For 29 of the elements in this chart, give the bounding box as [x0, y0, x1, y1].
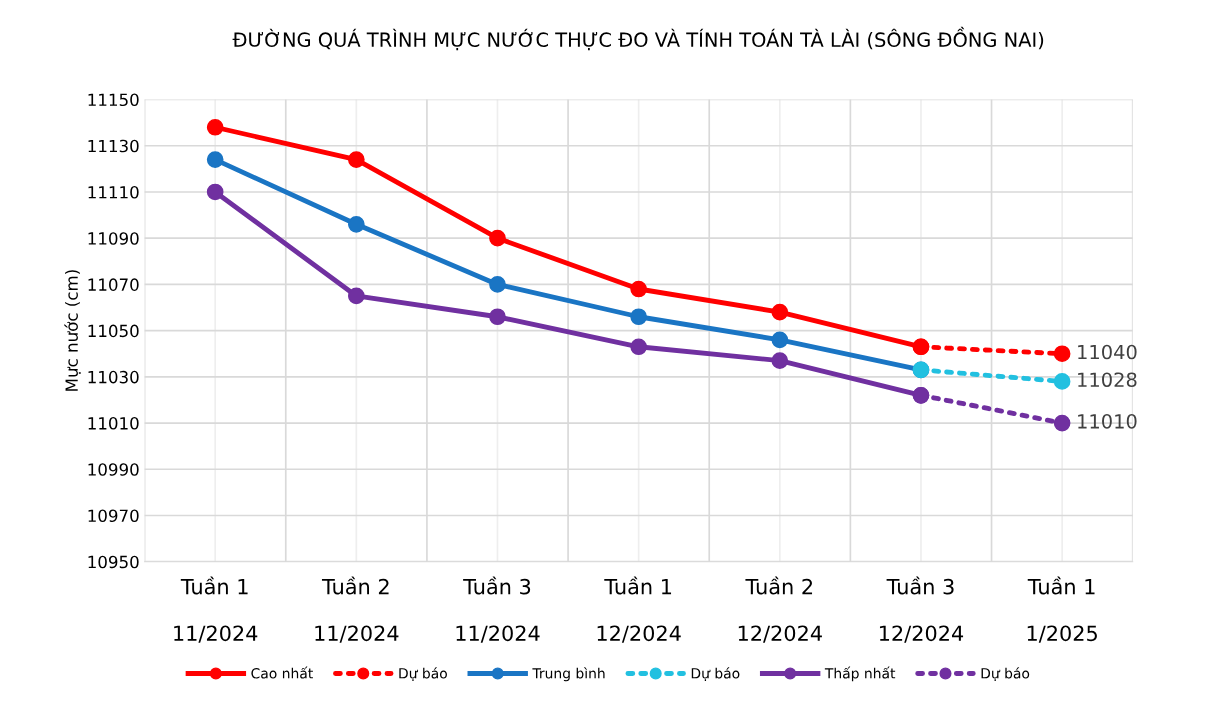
y-tick-label: 11050: [88, 324, 139, 338]
y-tick-label: 11150: [88, 93, 139, 107]
y-tick-label: 11030: [88, 370, 139, 384]
y-tick-label: 10950: [88, 555, 139, 569]
y-tick-label: 11130: [88, 139, 139, 153]
category-label: Tuần 3 12/2024: [879, 576, 964, 643]
legend-label: Dự báo: [981, 667, 1030, 681]
y-tick-label: 11090: [88, 232, 139, 245]
data-label: 11028: [1078, 372, 1137, 388]
data-label: 11040: [1078, 344, 1137, 360]
category-label: Tuần 1 1/2025: [1027, 576, 1097, 643]
chart-title: ĐƯỜNG QUÁ TRÌNH MỰC NƯỚC THỰC ĐO VÀ TÍNH TOÁN TÀ LÀI (SÔNG ĐỒNG NAI): [232, 26, 1044, 51]
y-tick-label: 10990: [88, 463, 139, 476]
category-label: Tuần 1 11/2024: [174, 576, 258, 643]
legend-label: Cao nhất: [251, 666, 313, 679]
category-label: Tuần 2 11/2024: [315, 576, 399, 643]
y-tick-label: 11010: [88, 417, 139, 430]
y-axis-title: Mực nước (cm): [64, 270, 81, 391]
category-label: Tuần 1 12/2024: [597, 576, 681, 643]
data-label: 11010: [1078, 413, 1137, 429]
legend-label: Dự báo: [691, 667, 740, 681]
legend-label: Dự báo: [399, 667, 447, 681]
legend-label: Trung bình: [532, 667, 605, 682]
y-tick-label: 11070: [88, 278, 139, 291]
y-tick-label: 11110: [88, 185, 139, 199]
category-label: Tuần 3 11/2024: [456, 576, 540, 643]
legend-label: Thấp nhất: [824, 666, 896, 682]
category-label: Tuần 2 12/2024: [738, 576, 822, 643]
y-tick-label: 10970: [88, 509, 139, 523]
